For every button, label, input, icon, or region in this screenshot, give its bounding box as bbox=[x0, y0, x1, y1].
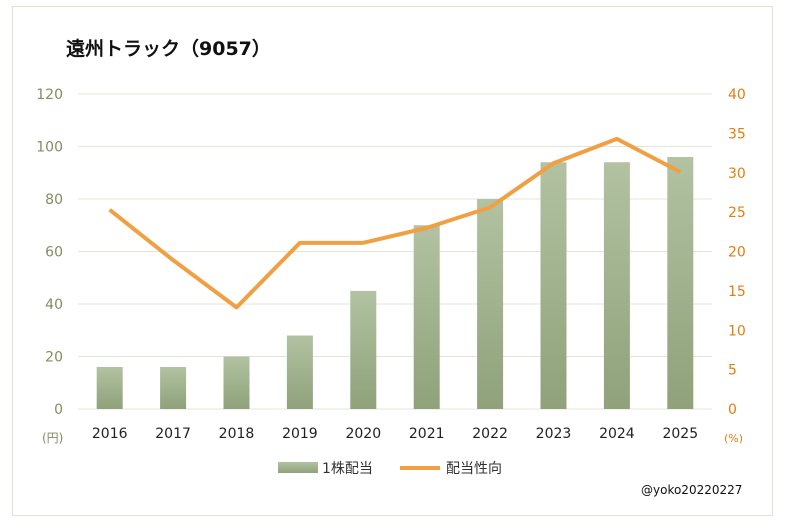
x-tick-label: 2023 bbox=[536, 426, 572, 442]
bar-2020 bbox=[350, 290, 377, 409]
x-tick-label: 2025 bbox=[662, 426, 698, 442]
bar-2025 bbox=[667, 157, 694, 409]
x-tick-label: 2022 bbox=[472, 426, 508, 442]
legend-bar-swatch bbox=[278, 462, 318, 473]
x-tick-label: 2020 bbox=[345, 426, 381, 442]
right-axis-unit: (%) bbox=[724, 432, 743, 445]
credit-text: @yoko20220227 bbox=[641, 483, 743, 497]
right-tick-label: 35 bbox=[728, 126, 746, 142]
bar-2016 bbox=[96, 367, 123, 409]
left-tick-label: 100 bbox=[36, 140, 63, 156]
bar-2021 bbox=[413, 225, 440, 409]
bar-2023 bbox=[540, 162, 567, 409]
left-tick-label: 60 bbox=[45, 245, 63, 261]
right-tick-label: 30 bbox=[728, 166, 746, 182]
legend-bar-label: 1株配当 bbox=[322, 461, 373, 477]
bar-2019 bbox=[286, 335, 313, 409]
left-tick-label: 80 bbox=[45, 192, 63, 208]
legend-line-label: 配当性向 bbox=[446, 461, 502, 477]
bar-2022 bbox=[477, 199, 504, 409]
chart-title: 遠州トラック（9057） bbox=[66, 38, 271, 60]
right-tick-label: 10 bbox=[728, 323, 746, 339]
bar-2024 bbox=[603, 162, 630, 409]
x-tick-label: 2018 bbox=[219, 426, 255, 442]
right-tick-label: 40 bbox=[728, 87, 746, 103]
left-tick-label: 120 bbox=[36, 87, 63, 103]
line-series bbox=[108, 136, 682, 310]
right-tick-label: 25 bbox=[728, 205, 746, 221]
x-tick-label: 2021 bbox=[409, 426, 445, 442]
right-tick-label: 0 bbox=[728, 402, 737, 418]
chart-frame bbox=[12, 6, 773, 516]
left-tick-label: 0 bbox=[54, 402, 63, 418]
bar-2018 bbox=[223, 356, 250, 409]
bar-2017 bbox=[160, 367, 187, 409]
left-tick-label: 20 bbox=[45, 350, 63, 366]
x-tick-label: 2019 bbox=[282, 426, 318, 442]
left-tick-label: 40 bbox=[45, 297, 63, 313]
x-tick-label: 2024 bbox=[599, 426, 635, 442]
right-tick-label: 15 bbox=[728, 284, 746, 300]
right-tick-label: 20 bbox=[728, 245, 746, 261]
x-tick-label: 2017 bbox=[155, 426, 191, 442]
x-tick-label: 2016 bbox=[92, 426, 128, 442]
left-axis-unit: (円) bbox=[42, 431, 63, 445]
right-tick-label: 5 bbox=[728, 363, 737, 379]
